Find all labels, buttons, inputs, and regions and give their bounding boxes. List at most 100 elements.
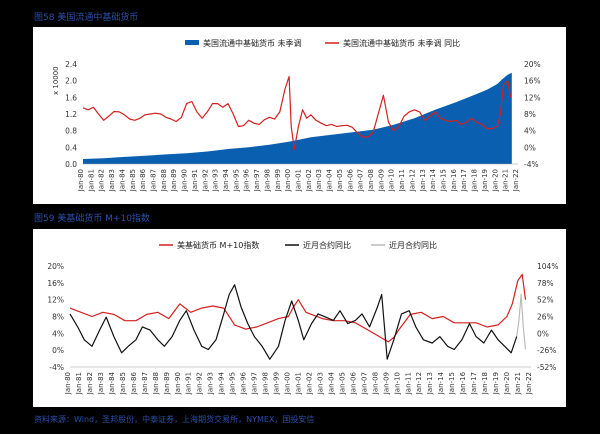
y-left-tick-label: 1.6: [65, 93, 77, 102]
x-tick-label: Jan-01: [295, 372, 303, 395]
x-tick-label: Jan-04: [327, 371, 335, 395]
x-tick-label: Jan-81: [87, 169, 95, 192]
x-tick-label: Jan-81: [75, 372, 83, 395]
figure2-legend: 美基础货币 M+10指数 近月合约同比 近月合约同比: [159, 240, 437, 250]
x-tick-label: Jan-87: [141, 372, 149, 395]
x-tick-label: Jan-11: [398, 169, 406, 192]
y-left-tick-label: 20%: [47, 262, 64, 271]
x-tick-label: Jan-83: [97, 372, 105, 395]
x-tick-label: Jan-91: [185, 372, 193, 395]
figure1-title: 图58 美国流通中基础货币: [34, 13, 139, 23]
x-tick-label: Jan-98: [263, 169, 271, 192]
x-tick-label: Jan-03: [315, 169, 323, 192]
x-tick-label: Jan-18: [471, 169, 479, 192]
x-tick-label: Jan-00: [284, 372, 292, 395]
x-tick-label: Jan-84: [118, 168, 126, 192]
x-tick-label: Jan-05: [338, 372, 346, 395]
x-tick-label: Jan-22: [525, 372, 533, 395]
y-right-tick-label: 78%: [537, 279, 554, 288]
x-tick-label: Jan-22: [512, 169, 520, 192]
x-tick-label: Jan-83: [108, 169, 116, 192]
x-tick-label: Jan-86: [130, 372, 138, 396]
y-left-tick-label: 1.2: [65, 110, 77, 119]
line-series-path-0: [69, 273, 527, 343]
x-tick-label: Jan-84: [108, 371, 116, 395]
figure2-title: 图59 美基础货币 M+10指数: [34, 214, 150, 224]
x-tick-label: Jan-17: [460, 169, 468, 192]
x-tick-label: Jan-20: [491, 169, 499, 192]
x-tick-label: Jan-89: [163, 372, 171, 395]
x-tick-label: Jan-95: [229, 372, 237, 395]
x-tick-label: Jan-96: [240, 371, 248, 395]
y-right-tick-label: 0%: [537, 329, 549, 338]
legend-area-label: 美国流通中基础货币 未季调: [203, 38, 302, 48]
x-tick-label: Jan-04: [326, 168, 334, 192]
x-tick-label: Jan-94: [222, 168, 230, 192]
y-right-axis: -4% 0% 4% 8% 12% 16% 20%: [524, 60, 541, 169]
y-left-axis: 0.0 0.4 0.8 1.2 1.6 2.0 2.4: [65, 60, 77, 169]
x-tick-label: Jan-20: [503, 372, 511, 395]
x-axis: Jan-80 Jan-81 Jan-82 Jan-83 Jan-84 Jan-85 Jan-…: [64, 366, 533, 396]
x-tick-label: Jan-19: [481, 169, 489, 192]
y-left-tick-label: -4%: [49, 363, 64, 372]
y-left-tick-label: 0%: [52, 346, 64, 355]
x-tick-label: Jan-10: [388, 169, 396, 192]
x-tick-label: Jan-02: [305, 169, 313, 192]
x-tick-label: Jan-09: [382, 372, 390, 395]
x-tick-label: Jan-97: [251, 372, 259, 395]
x-tick-label: Jan-88: [152, 372, 160, 395]
source-note: 资料来源：Wind，圣邦股份，中泰证券，上海期货交易所，NYMEX，国投安信: [34, 415, 315, 424]
x-tick-label: Jan-03: [317, 372, 325, 395]
x-tick-label: Jan-88: [160, 169, 168, 192]
x-tick-label: Jan-85: [119, 372, 127, 395]
line-series-path-1: [69, 284, 518, 360]
y-left-tick-label: 2.4: [65, 60, 77, 69]
figure2-chart: 美基础货币 M+10指数 近月合约同比 近月合约同比 -4% 0% 4% 8% 12% 1…: [47, 240, 558, 396]
figure2-panel: 美基础货币 M+10指数 近月合约同比 近月合约同比 -4% 0% 4% 8% 12% 1…: [33, 229, 566, 407]
x-tick-label: Jan-89: [170, 169, 178, 192]
x-tick-label: Jan-13: [419, 169, 427, 192]
x-tick-label: Jan-21: [502, 169, 510, 192]
y-right-tick-label: 0%: [524, 143, 536, 152]
x-tick-label: Jan-10: [393, 372, 401, 395]
x-tick-label: Jan-82: [86, 372, 94, 395]
y-right-tick-label: -4%: [524, 160, 539, 169]
y-right-tick-label: 12%: [524, 93, 541, 102]
line-series-path-1: [82, 75, 512, 150]
x-tick-label: Jan-09: [377, 169, 385, 192]
y-left-tick-label: 0.8: [65, 127, 77, 136]
x-tick-label: Jan-99: [274, 169, 282, 192]
x-tick-label: Jan-82: [98, 169, 106, 192]
x-tick-label: Jan-21: [514, 372, 522, 395]
x-tick-label: Jan-16: [459, 371, 467, 395]
x-tick-label: Jan-86: [139, 168, 147, 192]
y-left-tick-label: 12%: [47, 296, 64, 305]
legend-area-swatch: [185, 40, 199, 45]
y-left-tick-label: 0.0: [65, 160, 77, 169]
x-tick-label: Jan-87: [150, 169, 158, 192]
x-tick-label: Jan-06: [346, 168, 354, 192]
x-tick-label: Jan-15: [448, 372, 456, 395]
x-tick-label: Jan-16: [450, 169, 458, 193]
y-right-tick-label: -26%: [537, 346, 556, 355]
x-tick-label: Jan-95: [232, 169, 240, 192]
y-left-axis: -4% 0% 4% 8% 12% 16% 20%: [47, 262, 64, 372]
y-right-axis: -52% -26% 0% 26% 52% 78% 104%: [537, 262, 558, 372]
legend-line-label: 美国流通中基础货币 未季调 同比: [343, 38, 460, 48]
area-series-path: [83, 72, 512, 164]
line-series-path-2: [516, 293, 527, 350]
x-tick-label: Jan-14: [437, 371, 445, 395]
x-tick-label: Jan-92: [196, 372, 204, 395]
x-tick-label: Jan-07: [360, 372, 368, 395]
x-tick-label: Jan-85: [129, 169, 137, 192]
y-right-tick-label: -52%: [537, 363, 556, 372]
line-series-group: [69, 273, 527, 360]
y-right-tick-label: 26%: [537, 313, 554, 322]
x-tick-label: Jan-92: [201, 169, 209, 192]
x-tick-label: Jan-05: [336, 169, 344, 192]
x-tick-label: Jan-80: [77, 169, 85, 192]
line-series-base-money-yoy: [82, 75, 512, 150]
x-tick-label: Jan-11: [404, 372, 412, 395]
x-tick-label: Jan-14: [429, 168, 437, 192]
x-tick-label: Jan-08: [371, 372, 379, 395]
